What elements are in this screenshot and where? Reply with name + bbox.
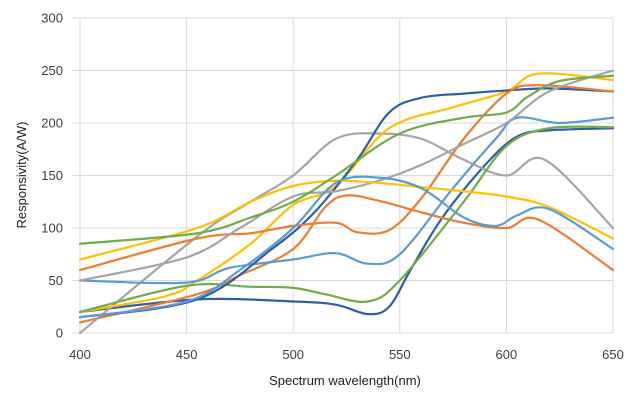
series-line-2 [78, 194, 615, 324]
x-tick-label: 400 [69, 347, 91, 362]
y-tick-label: 300 [41, 11, 63, 26]
y-tick-label: 100 [41, 221, 63, 236]
series-lines [78, 69, 615, 335]
x-tick-label: 600 [496, 347, 518, 362]
y-tick-label: 50 [49, 273, 63, 288]
x-tick-label: 500 [282, 347, 304, 362]
y-tick-label: 0 [56, 326, 63, 341]
y-tick-label: 150 [41, 168, 63, 183]
x-tick-label: 450 [176, 347, 198, 362]
series-line-10 [78, 179, 615, 261]
series-line-5 [78, 116, 615, 285]
x-axis-label: Spectrum wavelength(nm) [269, 373, 421, 388]
series-line-1 [78, 127, 615, 316]
x-tick-label: 550 [389, 347, 411, 362]
series-line-12 [78, 74, 615, 245]
x-tick-label: 650 [602, 347, 624, 362]
y-tick-label: 200 [41, 116, 63, 131]
series-line-9 [78, 69, 615, 282]
series-line-11 [78, 175, 615, 319]
grid [72, 17, 614, 334]
axes: 400 450 500 550 600 650 0 50 100 150 200 250 300 [41, 11, 624, 363]
y-tick-label: 250 [41, 63, 63, 78]
series-line-4 [78, 72, 615, 314]
y-axis-label: Responsivity(A/W) [14, 122, 29, 229]
series-line-7 [78, 87, 615, 319]
